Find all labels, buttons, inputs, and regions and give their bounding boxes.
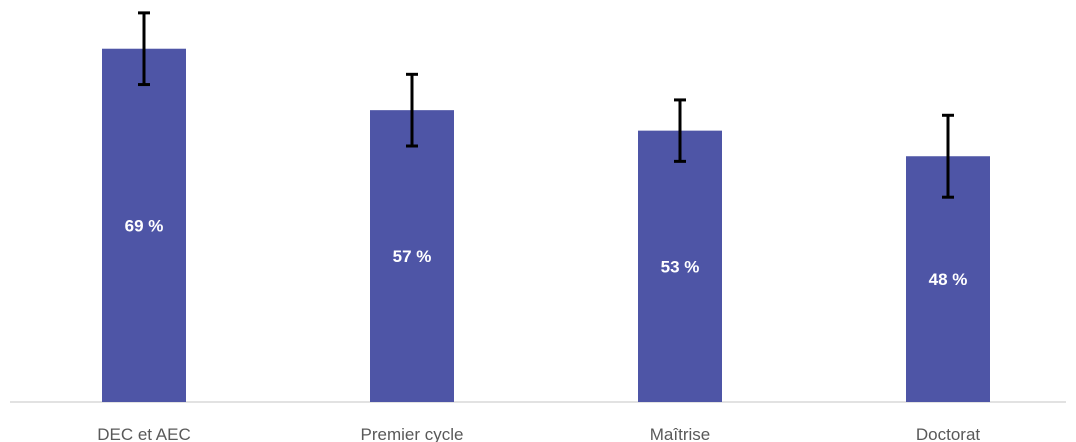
error-bars-group [138,11,954,199]
category-tick-label: Premier cycle [361,425,464,442]
error-bar [138,11,150,87]
category-tick-label: Maîtrise [650,425,710,442]
value-labels-group: 69 % 57 % 53 % 48 % [125,216,968,289]
data-label: 48 % [929,270,968,289]
bar [370,110,454,402]
data-label: 69 % [125,216,164,235]
error-bar [406,72,418,148]
data-label: 57 % [393,247,432,266]
bar [638,130,722,402]
category-labels-group: DEC et AEC Premier cycle Maîtrise Doctorat [97,425,980,442]
category-tick-label: DEC et AEC [97,425,191,442]
data-label: 53 % [661,257,700,276]
bar [102,48,186,402]
category-tick-label: Doctorat [916,425,981,442]
error-bar [942,113,954,199]
error-bar [674,98,686,163]
bars-group [102,48,990,402]
